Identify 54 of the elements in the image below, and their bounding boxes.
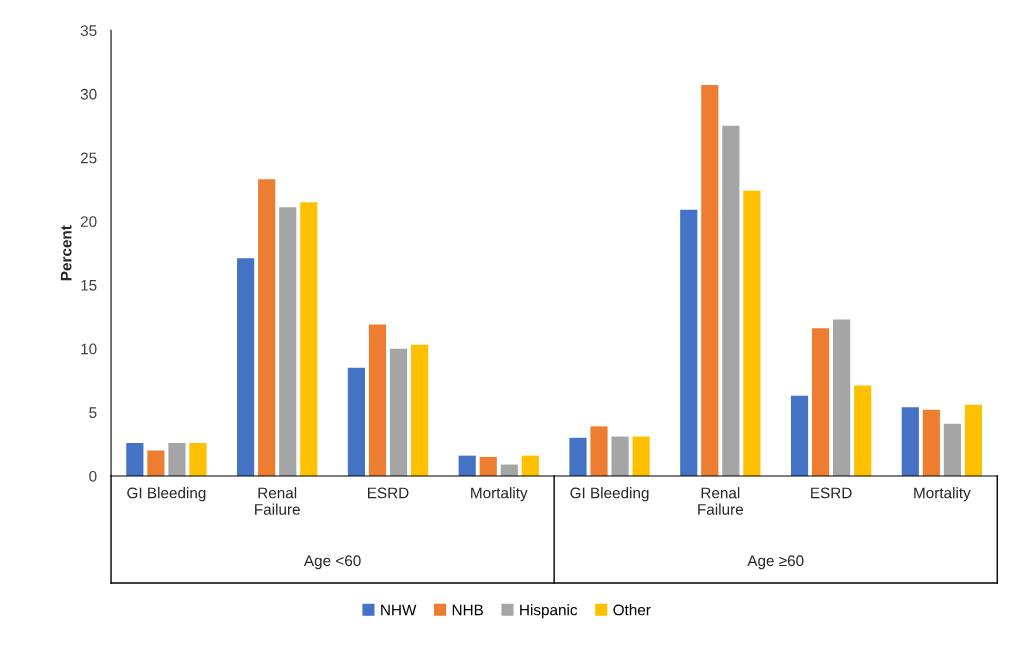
bar xyxy=(743,190,761,477)
legend-label: NHW xyxy=(381,604,417,616)
bar xyxy=(833,319,851,477)
legend-label: Other xyxy=(613,604,651,616)
bar xyxy=(258,179,276,477)
bar xyxy=(237,258,255,477)
bar xyxy=(126,442,144,477)
bar xyxy=(521,455,539,477)
bar xyxy=(922,409,940,477)
x-tick-label: Mortality xyxy=(471,487,528,502)
y-tick-label: 15 xyxy=(81,280,97,291)
legend-label: NHB xyxy=(452,604,483,616)
bar xyxy=(147,450,165,477)
bar xyxy=(790,395,809,477)
bar xyxy=(722,125,740,477)
bar xyxy=(410,344,429,477)
bar xyxy=(632,436,650,477)
x-tick-label: GI Bleeding xyxy=(127,487,206,502)
y-tick-label: 20 xyxy=(80,216,97,228)
bar xyxy=(300,202,318,477)
text: Age ≥60 xyxy=(747,555,804,570)
y-tick-label: 5 xyxy=(89,407,97,419)
bar xyxy=(569,437,587,477)
bar xyxy=(943,423,961,477)
bar xyxy=(811,328,830,477)
y-tick-label: 30 xyxy=(80,88,97,100)
x-tick-label: Mortality xyxy=(914,487,971,502)
bar xyxy=(279,207,297,477)
bar xyxy=(701,85,719,477)
legend-label: Hispanic xyxy=(520,604,578,619)
bar xyxy=(901,407,919,477)
bar xyxy=(389,348,408,477)
bar xyxy=(590,426,608,477)
text: Age <60 xyxy=(303,555,361,570)
bar xyxy=(680,209,698,477)
bar xyxy=(611,436,629,477)
y-tick-label: 35 xyxy=(80,25,97,36)
x-tick-label: Renal Failure xyxy=(698,487,743,515)
y-tick-label: 10 xyxy=(81,343,97,355)
bar xyxy=(368,324,387,477)
x-tick-label: Renal Failure xyxy=(255,487,300,515)
bar xyxy=(479,456,497,477)
y-tick-label: 0 xyxy=(89,470,97,482)
x-tick-label: ESRD xyxy=(811,487,852,499)
x-tick-label: ESRD xyxy=(368,487,409,499)
bar xyxy=(347,367,365,477)
bar xyxy=(168,442,186,477)
bar xyxy=(964,404,983,477)
x-tick-label: GI Bleeding xyxy=(570,487,649,502)
y-axis-title: Percent xyxy=(60,225,72,281)
bar xyxy=(854,385,872,477)
y-tick-label: 25 xyxy=(80,152,97,164)
bar xyxy=(458,455,476,477)
bar xyxy=(189,442,207,477)
